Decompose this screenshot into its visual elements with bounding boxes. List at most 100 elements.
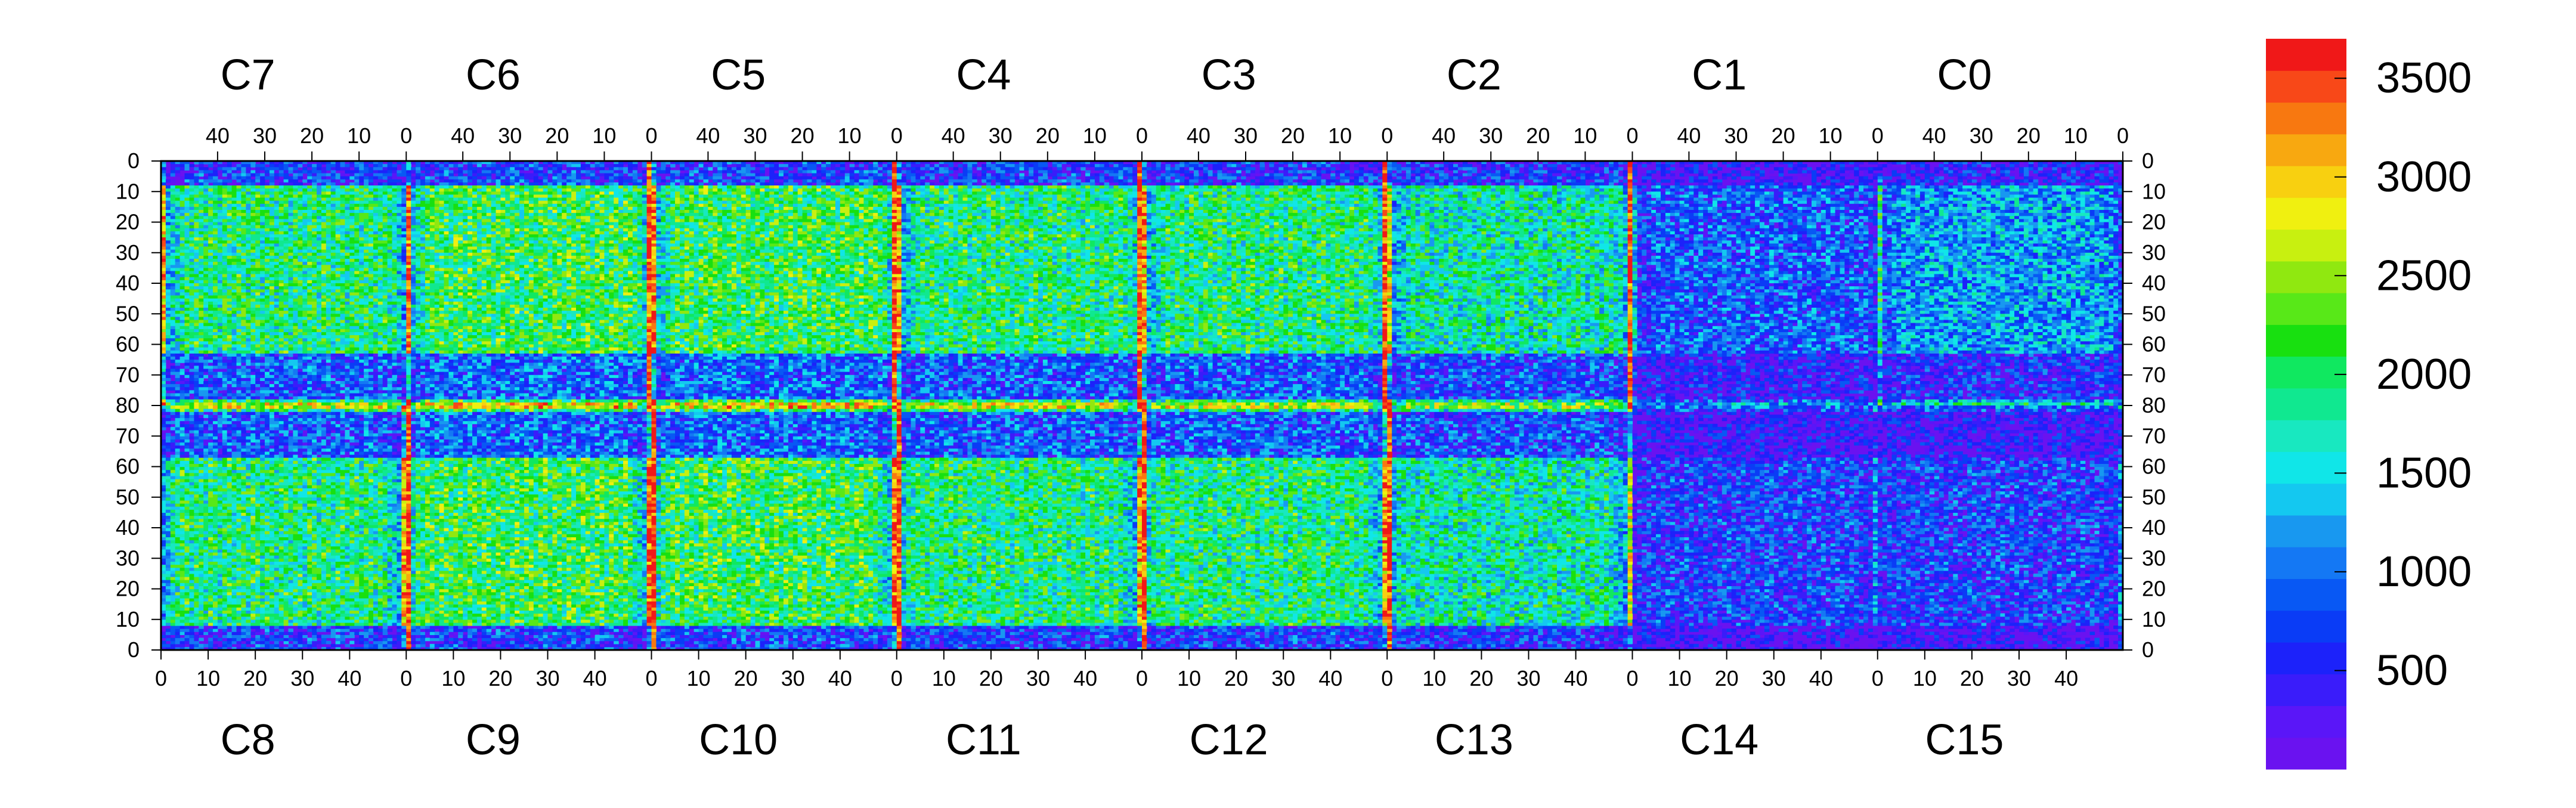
chip-block-c0	[1878, 161, 2123, 406]
x-tick-label-bottom: 10	[687, 666, 711, 691]
x-tick-label-top: 20	[1036, 123, 1060, 148]
x-tick-label-bottom: 40	[338, 666, 361, 691]
x-tick-label-bottom: 30	[1762, 666, 1786, 691]
x-tick-label-bottom: 20	[488, 666, 512, 691]
colorbar-segment	[2266, 738, 2346, 770]
colorbar-tick-label: 3500	[2376, 54, 2472, 102]
x-tick-label-bottom: 20	[1224, 666, 1248, 691]
x-tick-label-top: 0	[1136, 123, 1148, 148]
chip-block-c10	[652, 405, 897, 651]
x-tick-label-top: 10	[838, 123, 862, 148]
y-tick-label-left: 80	[116, 393, 140, 417]
y-tick-label-left: 50	[116, 485, 140, 509]
y-tick-label-left: 20	[116, 210, 140, 234]
x-tick-label-top: 30	[743, 123, 767, 148]
colorbar-segment	[2266, 39, 2346, 71]
y-tick-label-right: 50	[2142, 301, 2166, 326]
x-tick-label-bottom: 20	[243, 666, 267, 691]
colorbar-segment	[2266, 420, 2346, 452]
colorbar-segment	[2266, 166, 2346, 198]
chip-label-c9: C9	[466, 716, 521, 764]
x-tick-label-top: 20	[1526, 123, 1550, 148]
x-tick-label-top: 20	[2017, 123, 2041, 148]
x-tick-label-bottom: 20	[1715, 666, 1739, 691]
y-tick-label-left: 30	[116, 546, 140, 570]
chip-label-c12: C12	[1190, 716, 1268, 764]
colorbar-segment	[2266, 642, 2346, 674]
x-tick-label-top: 40	[1677, 123, 1701, 148]
x-tick-label-bottom: 10	[1422, 666, 1446, 691]
x-tick-label-bottom: 40	[1564, 666, 1588, 691]
chip-block-c2	[1387, 161, 1633, 406]
y-tick-label-left: 70	[116, 423, 140, 448]
chip-label-c0: C0	[1937, 51, 1992, 99]
colorbar-segment	[2266, 134, 2346, 166]
chip-label-c8: C8	[221, 716, 275, 764]
y-tick-label-right: 10	[2142, 179, 2166, 203]
colorbar-segment	[2266, 261, 2346, 293]
x-tick-label-top: 40	[696, 123, 720, 148]
y-tick-label-left: 50	[116, 301, 140, 326]
colorbar-segment	[2266, 357, 2346, 389]
x-tick-label-top: 10	[1573, 123, 1597, 148]
y-tick-label-right: 40	[2142, 515, 2166, 540]
chip-block-c3	[1142, 161, 1388, 406]
colorbar-segment	[2266, 293, 2346, 325]
y-tick-label-left: 0	[128, 148, 140, 173]
x-tick-label-top: 40	[1187, 123, 1210, 148]
y-tick-label-right: 10	[2142, 607, 2166, 631]
colorbar-segment	[2266, 70, 2346, 103]
chip-block-c6	[406, 161, 652, 406]
x-tick-label-bottom: 20	[1469, 666, 1493, 691]
y-tick-label-left: 10	[116, 179, 140, 203]
colorbar-tick-label: 3000	[2376, 153, 2472, 201]
x-tick-label-bottom: 0	[891, 666, 903, 691]
x-tick-label-bottom: 20	[979, 666, 1003, 691]
x-tick-label-top: 30	[989, 123, 1013, 148]
chip-block-c11	[897, 405, 1143, 651]
colorbar-segment	[2266, 324, 2346, 357]
y-tick-label-right: 40	[2142, 271, 2166, 295]
chip-label-c11: C11	[946, 716, 1021, 764]
x-tick-label-top: 40	[1922, 123, 1946, 148]
chip-label-c6: C6	[466, 51, 521, 99]
x-tick-label-bottom: 40	[1809, 666, 1833, 691]
x-tick-label-top: 40	[206, 123, 230, 148]
colorbar-segment	[2266, 706, 2346, 738]
x-tick-label-top: 30	[1479, 123, 1503, 148]
x-tick-label-bottom: 40	[828, 666, 852, 691]
y-tick-label-left: 20	[116, 577, 140, 601]
chip-label-c10: C10	[699, 716, 778, 764]
x-tick-label-bottom: 30	[1516, 666, 1540, 691]
x-tick-label-bottom: 40	[2054, 666, 2078, 691]
x-tick-label-top: 30	[253, 123, 277, 148]
colorbar-tick-label: 1500	[2376, 449, 2472, 497]
heatmap-cells	[161, 161, 2123, 651]
x-tick-label-bottom: 0	[1872, 666, 1884, 691]
colorbar-segment	[2266, 674, 2346, 706]
colorbar-tick-label: 2000	[2376, 351, 2472, 398]
x-tick-label-top: 40	[942, 123, 965, 148]
x-tick-label-bottom: 20	[1960, 666, 1984, 691]
x-tick-label-top: 10	[1819, 123, 1843, 148]
x-tick-label-bottom: 0	[1381, 666, 1393, 691]
x-tick-label-top: 20	[791, 123, 815, 148]
x-tick-label-top: 20	[300, 123, 324, 148]
x-tick-label-top: 0	[400, 123, 412, 148]
chip-block-c12	[1142, 405, 1388, 651]
y-tick-label-left: 70	[116, 363, 140, 387]
chip-label-c5: C5	[711, 51, 766, 99]
chip-block-c13	[1387, 405, 1633, 651]
y-tick-label-right: 0	[2142, 148, 2154, 173]
x-tick-label-top: 0	[1626, 123, 1638, 148]
x-tick-label-bottom: 30	[781, 666, 805, 691]
x-tick-label-bottom: 40	[1318, 666, 1342, 691]
x-tick-label-top: 40	[1432, 123, 1456, 148]
x-tick-label-top: 20	[545, 123, 569, 148]
y-tick-label-left: 60	[116, 454, 140, 479]
x-tick-label-bottom: 10	[441, 666, 465, 691]
x-tick-label-bottom: 20	[734, 666, 758, 691]
x-tick-label-bottom: 10	[196, 666, 220, 691]
